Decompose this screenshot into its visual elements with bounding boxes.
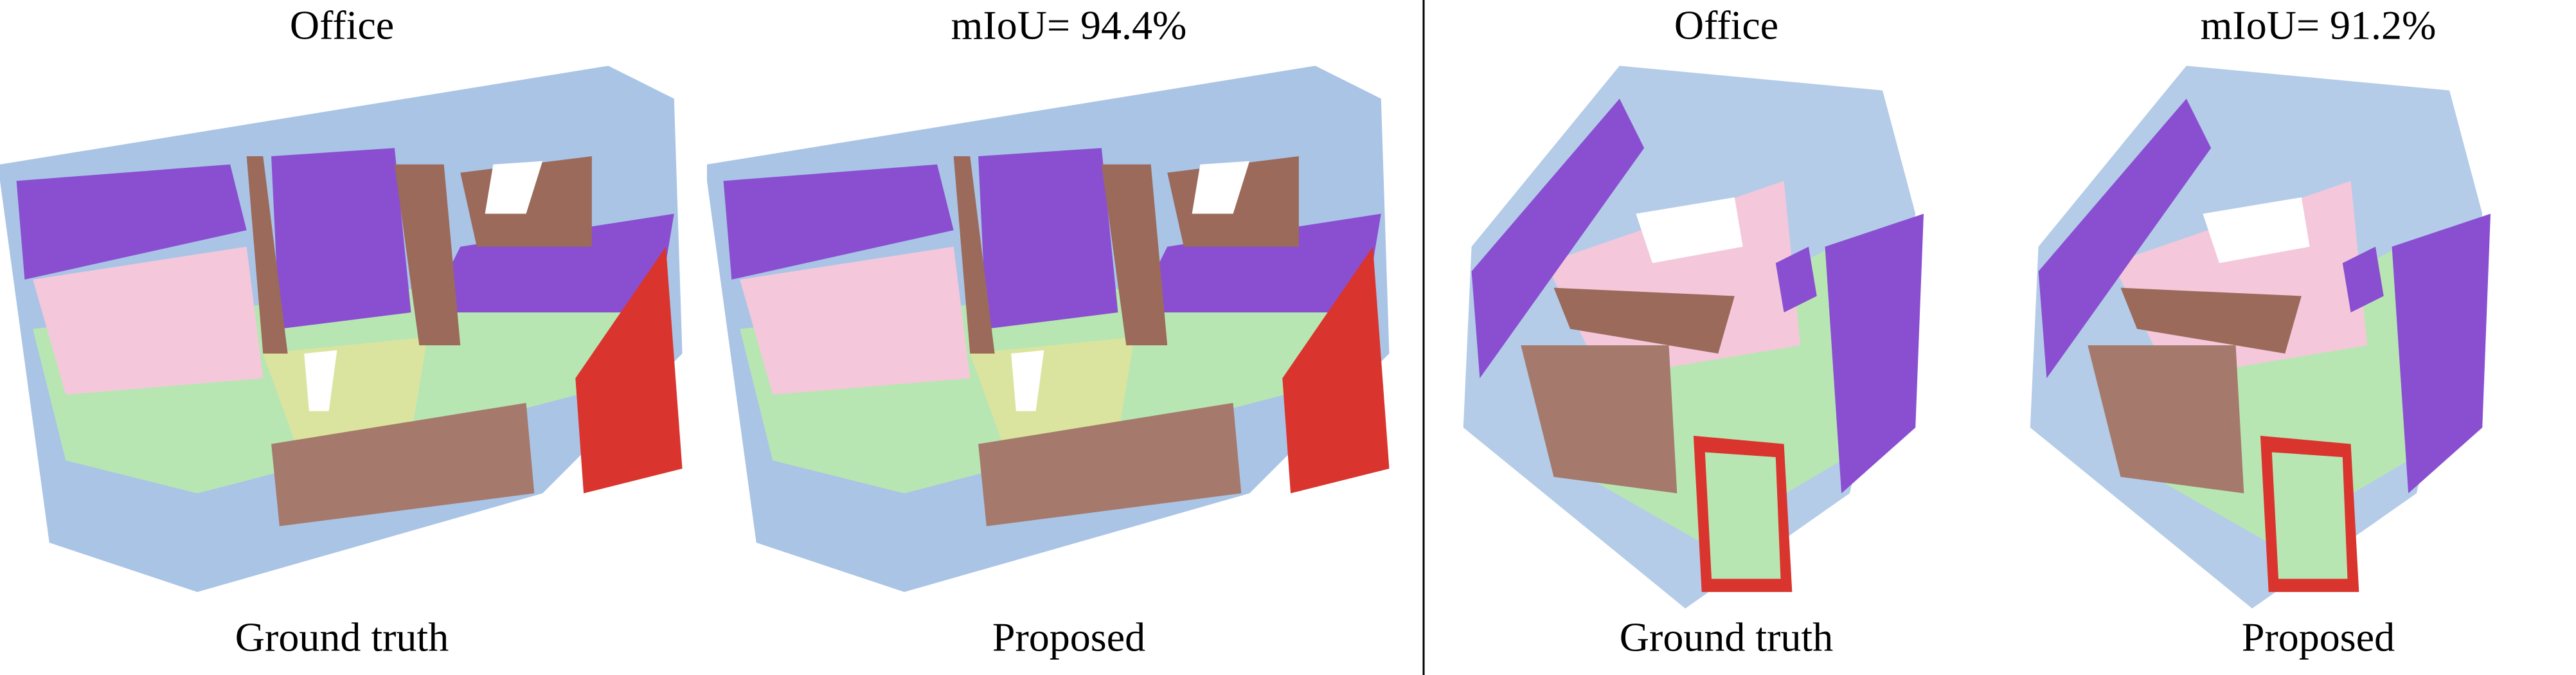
panel-caption: Ground truth bbox=[235, 615, 449, 660]
panel-title: Office bbox=[290, 3, 394, 48]
panel-title: Office bbox=[1674, 3, 1778, 48]
panel-title: mIoU= 94.4% bbox=[951, 3, 1187, 48]
point-cloud bbox=[0, 66, 683, 592]
panel-caption: Proposed bbox=[992, 615, 1145, 660]
point-cloud bbox=[707, 66, 1390, 592]
point-cloud bbox=[2030, 66, 2491, 609]
panel-title: mIoU= 91.2% bbox=[2201, 3, 2437, 48]
panel-caption: Ground truth bbox=[1620, 615, 1833, 660]
panel-caption: Proposed bbox=[2242, 615, 2395, 660]
point-cloud bbox=[1463, 66, 1924, 609]
